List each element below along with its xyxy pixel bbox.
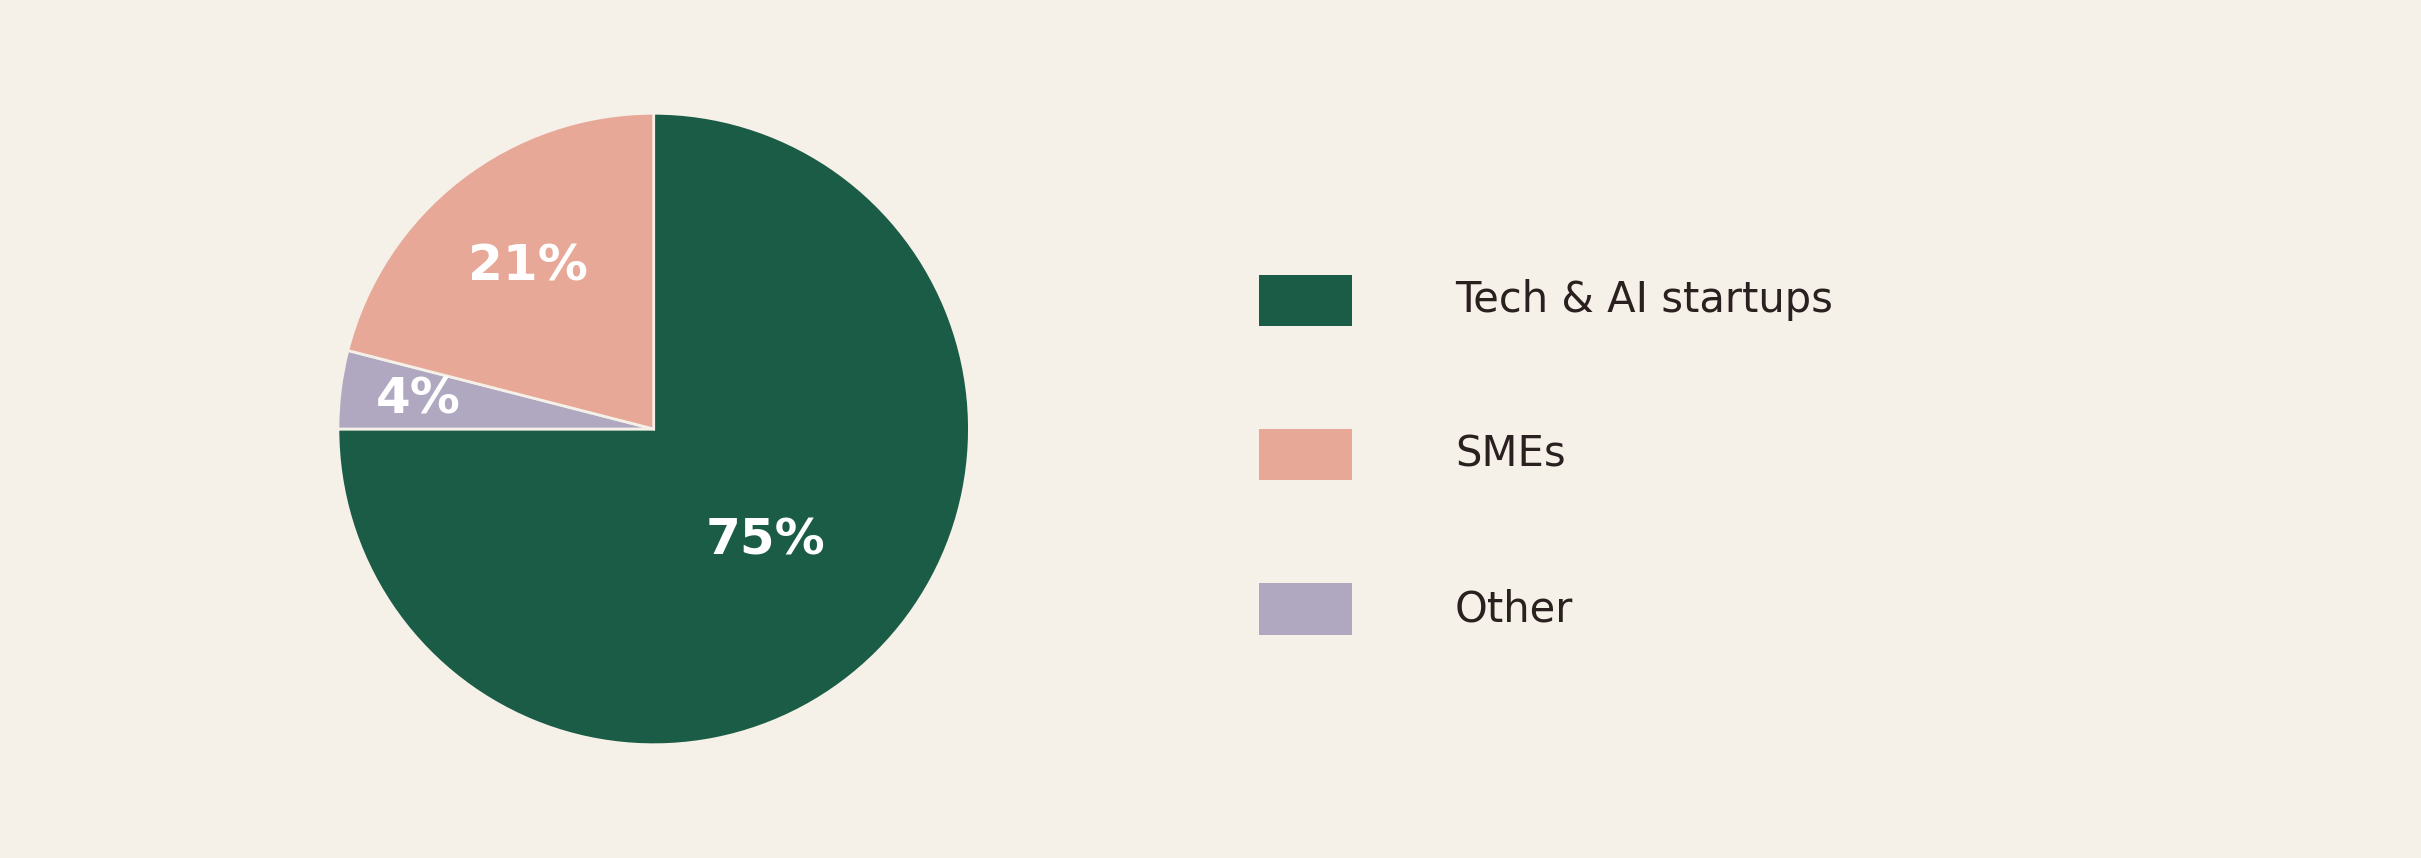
Text: Tech & AI startups: Tech & AI startups [1455, 280, 1833, 321]
Text: SMEs: SMEs [1455, 434, 1566, 475]
FancyBboxPatch shape [1259, 275, 1351, 326]
Text: 21%: 21% [467, 243, 588, 291]
Text: 75%: 75% [705, 517, 826, 565]
Wedge shape [339, 350, 654, 429]
Wedge shape [339, 113, 968, 745]
FancyBboxPatch shape [1259, 583, 1351, 635]
Wedge shape [349, 113, 654, 429]
Text: Other: Other [1455, 589, 1574, 630]
Text: 4%: 4% [375, 375, 460, 423]
FancyBboxPatch shape [1259, 429, 1351, 480]
